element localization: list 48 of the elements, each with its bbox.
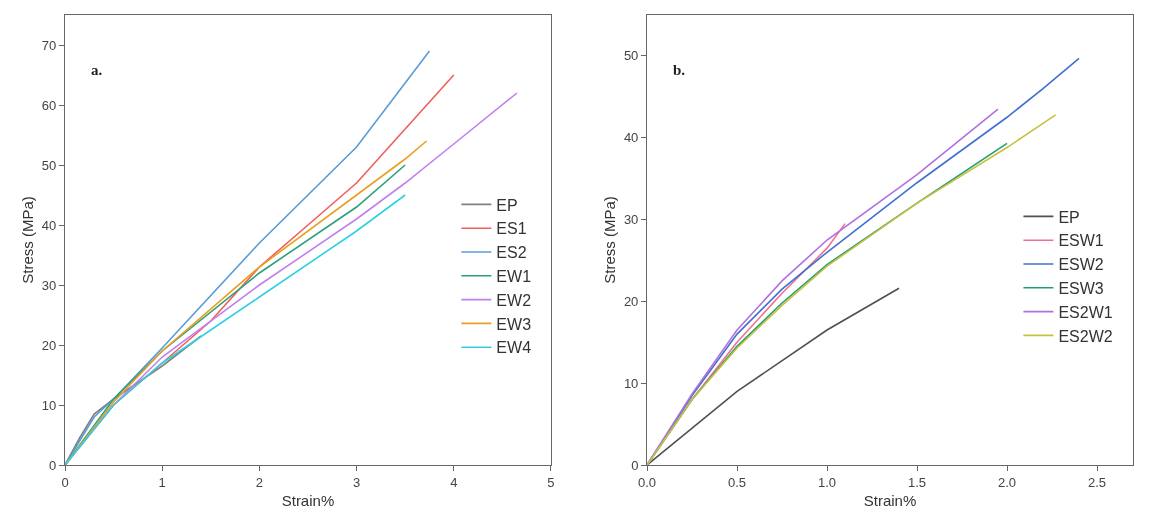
x-tick-label: 4: [450, 474, 458, 490]
y-axis-title: Stress (MPa): [601, 196, 619, 284]
y-tick-label: 50: [623, 48, 639, 64]
y-tick-label: 70: [41, 37, 57, 53]
x-tick-label: 0.0: [638, 474, 657, 490]
y-tick-label: 40: [623, 130, 639, 146]
x-axis-title: Strain%: [281, 491, 335, 509]
legend-label: EW4: [496, 339, 532, 357]
y-tick-label: 10: [41, 397, 57, 413]
x-tick-label: 2.5: [1087, 474, 1107, 490]
legend-label: ES2W1: [1058, 303, 1113, 321]
legend-label: ES2W2: [1058, 327, 1113, 345]
annotation: b.: [673, 62, 686, 78]
x-tick-label: 3: [352, 474, 361, 490]
legend-label: ES2: [496, 244, 527, 262]
y-tick-label: 0: [631, 457, 639, 473]
x-axis-title: Strain%: [863, 491, 917, 509]
x-tick-label: 0.5: [728, 474, 747, 490]
y-tick-label: 10: [623, 375, 639, 391]
legend-label: EW1: [496, 268, 532, 286]
x-tick-label: 0: [61, 474, 69, 490]
y-tick-label: 40: [41, 217, 57, 233]
legend-label: EW2: [496, 291, 532, 309]
annotation: a.: [91, 62, 103, 78]
legend-label: ESW2: [1058, 256, 1104, 274]
y-tick-label: 30: [623, 212, 639, 228]
y-tick-label: 0: [49, 457, 57, 473]
line-series: [65, 335, 202, 465]
y-axis-title: Stress (MPa): [19, 196, 37, 284]
x-tick-label: 5: [547, 474, 555, 490]
line-series: [647, 287, 900, 465]
legend-label: EP: [1058, 208, 1080, 226]
legend-label: EW3: [496, 315, 532, 333]
y-tick-label: 50: [41, 157, 57, 173]
y-tick-label: 20: [41, 337, 57, 353]
x-tick-label: 2.0: [997, 474, 1017, 490]
x-tick-label: 1: [158, 474, 166, 490]
line-series: [647, 114, 1057, 465]
y-tick-label: 30: [41, 277, 57, 293]
y-tick-label: 60: [41, 97, 57, 113]
x-tick-label: 1.0: [818, 474, 837, 490]
legend-label: ES1: [496, 220, 527, 238]
legend-label: ESW1: [1058, 232, 1104, 250]
x-tick-label: 1.5: [907, 474, 927, 490]
y-tick-label: 20: [623, 293, 639, 309]
x-tick-label: 2: [255, 474, 263, 490]
legend-label: EP: [496, 196, 518, 214]
legend-label: ESW3: [1058, 280, 1104, 298]
